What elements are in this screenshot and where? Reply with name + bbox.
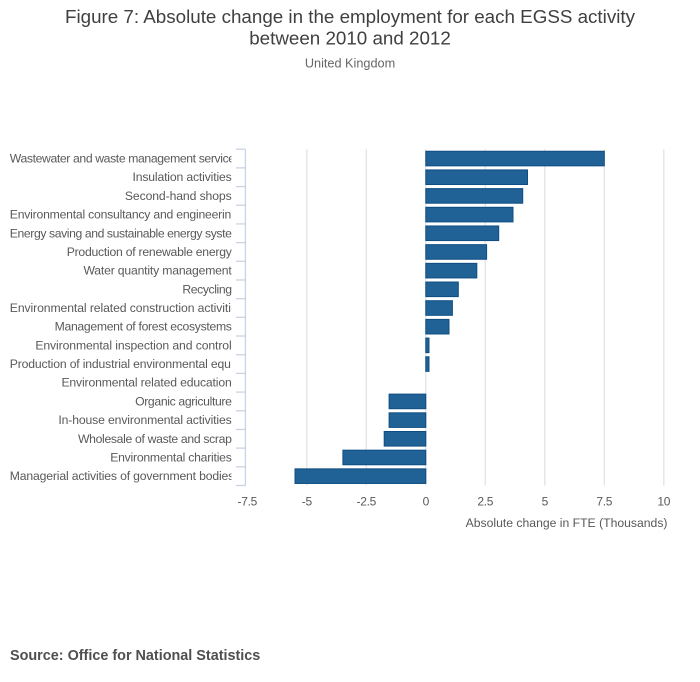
svg-text:Energy saving and sustainable: Energy saving and sustainable energy sys… [10,226,247,240]
svg-text:Wholesale of waste and scrap: Wholesale of waste and scrap [78,432,232,446]
svg-text:Figure 7: Absolute change in t: Figure 7: Absolute change in the employm… [65,6,636,27]
svg-text:Managerial activities of gover: Managerial activities of government bodi… [10,469,234,483]
svg-text:Environmental inspection and c: Environmental inspection and control [35,338,231,352]
svg-text:-5: -5 [302,495,313,509]
svg-text:Recycling: Recycling [182,282,231,296]
svg-text:Wastewater and waste managemen: Wastewater and waste management services [10,152,241,166]
svg-text:Source: Office for National St: Source: Office for National Statistics [10,648,260,664]
svg-text:Organic agriculture: Organic agriculture [135,394,232,408]
svg-text:5: 5 [542,495,549,509]
svg-text:-2.5: -2.5 [357,495,377,509]
svg-text:Environmental related construc: Environmental related construction activ… [10,301,244,315]
svg-text:Water quantity management: Water quantity management [83,264,232,278]
svg-text:Insulation activities: Insulation activities [132,170,231,184]
svg-text:2.5: 2.5 [477,495,493,509]
svg-text:-7.5: -7.5 [238,495,258,509]
svg-text:Second-hand shops: Second-hand shops [125,189,232,203]
svg-text:Production of industrial envir: Production of industrial environmental e… [10,357,267,371]
svg-text:Environmental consultancy and: Environmental consultancy and engineerin… [10,208,238,222]
svg-text:7.5: 7.5 [596,495,612,509]
svg-text:Environmental related educatio: Environmental related education [61,376,231,390]
svg-text:In-house environmental activit: In-house environmental activities [58,413,231,427]
svg-text:Production of renewable energy: Production of renewable energy [67,245,233,259]
svg-text:Environmental charities: Environmental charities [110,450,232,464]
svg-text:Management of forest ecosystem: Management of forest ecosystems [55,320,232,334]
svg-text:United Kingdom: United Kingdom [305,57,395,71]
svg-text:10: 10 [657,495,670,509]
svg-text:0: 0 [423,495,430,509]
svg-text:Absolute change in FTE (Thousa: Absolute change in FTE (Thousands) [466,516,668,530]
svg-text:between 2010 and 2012: between 2010 and 2012 [249,28,451,49]
